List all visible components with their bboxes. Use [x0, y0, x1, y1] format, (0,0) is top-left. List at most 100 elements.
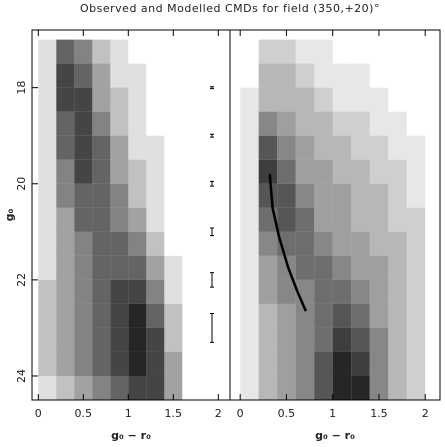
density-cell — [92, 159, 111, 184]
density-cell — [146, 159, 165, 184]
density-cell — [56, 327, 75, 352]
density-cell — [74, 351, 93, 376]
density-cell — [128, 159, 147, 184]
density-cell — [92, 63, 111, 88]
density-cell — [240, 351, 259, 376]
y-tick-label: 24 — [15, 369, 28, 383]
density-cell — [351, 375, 370, 400]
density-cell — [164, 327, 183, 352]
density-cell — [406, 231, 426, 256]
density-cell — [351, 207, 370, 232]
density-cell — [406, 159, 426, 184]
density-cell — [200, 328, 218, 352]
density-cell — [38, 351, 57, 376]
density-cell — [56, 303, 75, 328]
density-cell — [406, 135, 426, 160]
density-cell — [110, 327, 129, 352]
density-cell — [351, 327, 370, 352]
density-cell — [406, 351, 426, 376]
density-cell — [92, 39, 111, 64]
density-cell — [92, 375, 111, 400]
density-cell — [128, 111, 147, 136]
density-cell — [369, 351, 389, 376]
density-cell — [388, 88, 407, 112]
density-cell — [332, 255, 352, 280]
density-cell — [388, 231, 407, 256]
density-cell — [110, 375, 129, 400]
density-cell — [110, 111, 129, 136]
density-cell — [128, 375, 147, 400]
density-cell — [314, 231, 333, 256]
density-cell — [164, 351, 183, 376]
density-cell — [258, 279, 278, 304]
density-cell — [182, 376, 200, 400]
density-cell — [240, 87, 259, 112]
density-cell — [295, 87, 315, 112]
density-cell — [182, 328, 200, 352]
density-cell — [295, 135, 315, 160]
chart-title: Observed and Modelled CMDs for field (35… — [80, 2, 380, 15]
density-cell — [164, 208, 182, 232]
density-cell — [351, 351, 370, 376]
density-cell — [182, 40, 200, 64]
density-cell — [146, 279, 165, 304]
density-cell — [370, 64, 389, 88]
error-bar — [210, 180, 214, 187]
density-cell — [258, 351, 278, 376]
density-cell — [295, 375, 315, 400]
density-cell — [56, 351, 75, 376]
x-tick-label: 1.5 — [165, 407, 183, 420]
density-cell — [406, 303, 426, 328]
density-cell — [200, 88, 218, 112]
density-cell — [295, 63, 315, 88]
density-cell — [74, 111, 93, 136]
density-cell — [74, 327, 93, 352]
density-cell — [407, 40, 426, 64]
density-cell — [369, 303, 389, 328]
density-cell — [200, 136, 218, 160]
x-tick-label: 0.5 — [278, 407, 296, 420]
density-cell — [92, 255, 111, 280]
density-cell — [406, 207, 426, 232]
density-cell — [200, 232, 218, 256]
density-cell — [164, 232, 182, 256]
density-cell — [128, 87, 147, 112]
density-cell — [56, 231, 75, 256]
density-cell — [240, 375, 259, 400]
density-cell — [295, 231, 315, 256]
density-cell — [314, 375, 333, 400]
density-cell — [258, 87, 278, 112]
density-cell — [74, 279, 93, 304]
density-cell — [146, 40, 164, 64]
density-cell — [351, 231, 370, 256]
density-cell — [56, 111, 75, 136]
density-cell — [146, 88, 164, 112]
density-cell — [74, 87, 93, 112]
density-cell — [128, 351, 147, 376]
density-cell — [333, 40, 352, 64]
density-cell — [38, 183, 57, 208]
density-cell — [92, 351, 111, 376]
density-cell — [332, 303, 352, 328]
density-cell — [407, 112, 426, 136]
density-cell — [164, 375, 183, 400]
density-cell — [164, 88, 182, 112]
density-cell — [369, 207, 389, 232]
density-cell — [182, 160, 200, 184]
density-cell — [332, 63, 352, 88]
density-cell — [295, 327, 315, 352]
density-cell — [332, 135, 352, 160]
density-cell — [295, 39, 315, 64]
density-cell — [351, 255, 370, 280]
density-cell — [388, 40, 407, 64]
density-cell — [128, 40, 146, 64]
density-cell — [182, 64, 200, 88]
density-cell — [351, 111, 370, 136]
x-tick-label: 0 — [237, 407, 244, 420]
density-cell — [277, 63, 296, 88]
error-bar — [210, 133, 214, 138]
density-cell — [388, 279, 407, 304]
density-cell — [351, 63, 370, 88]
density-cell — [200, 184, 218, 208]
